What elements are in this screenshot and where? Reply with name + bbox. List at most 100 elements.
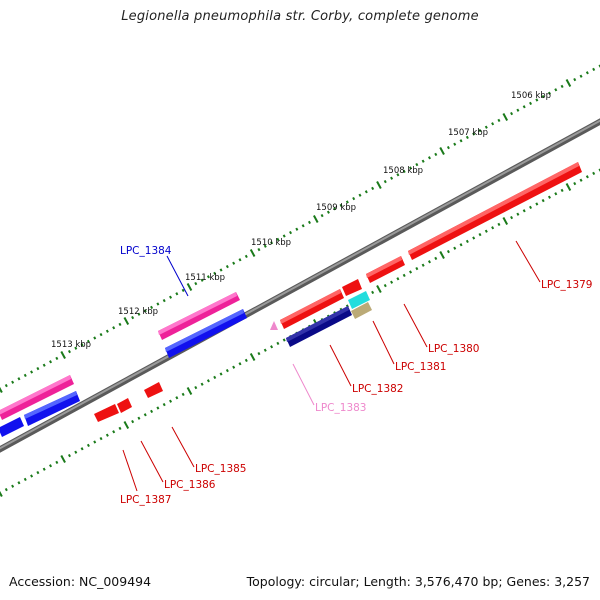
ruler-minor-tick — [497, 118, 501, 123]
ruler-major-tick — [565, 183, 572, 191]
ruler-major-tick — [502, 217, 509, 225]
ruler-minor-tick — [225, 368, 229, 373]
gene-blue-left-1[interactable] — [0, 417, 24, 437]
ruler-minor-tick — [484, 229, 488, 233]
ruler-minor-tick — [105, 329, 109, 333]
gene-label[interactable]: LPC_1382 — [352, 383, 404, 395]
gene-cyan[interactable] — [348, 291, 370, 309]
accession-text: Accession: NC_009494 — [9, 574, 152, 589]
ruler-minor-tick — [74, 450, 78, 454]
ruler-major-tick — [439, 147, 445, 155]
ruler-minor-tick — [333, 207, 337, 211]
ruler-minor-tick — [434, 256, 438, 261]
ruler-minor-tick — [86, 339, 90, 344]
ruler-minor-tick — [402, 273, 406, 278]
ruler-major-tick — [249, 353, 256, 361]
ruler-minor-tick — [17, 481, 21, 485]
ruler-minor-tick — [465, 135, 469, 140]
ruler-major-tick — [123, 317, 130, 325]
gene-label[interactable]: LPC_1387 — [120, 494, 172, 506]
ruler-minor-tick — [573, 181, 577, 186]
gene-label[interactable]: LPC_1383 — [315, 402, 367, 414]
ruler-minor-tick — [547, 195, 551, 199]
ruler-minor-tick — [371, 186, 375, 191]
ruler-minor-tick — [585, 175, 589, 179]
ruler-minor-tick — [49, 360, 53, 364]
ruler-minor-tick — [478, 232, 482, 237]
gene-red-small-1[interactable] — [342, 279, 362, 296]
ruler-minor-tick — [535, 202, 539, 206]
ruler-minor-tick — [529, 205, 533, 210]
ruler-minor-tick — [80, 447, 84, 451]
ruler-minor-tick — [459, 139, 463, 143]
ruler-minor-tick — [162, 298, 166, 303]
ruler-major-tick — [60, 351, 66, 359]
gene-label[interactable]: LPC_1384 — [120, 245, 172, 257]
ruler-minor-tick — [150, 305, 154, 310]
ruler-ticks-upper — [0, 64, 600, 393]
ruler-minor-tick — [257, 247, 261, 252]
ruler-label: 1512 kbp — [118, 307, 158, 317]
ruler-minor-tick — [478, 128, 482, 133]
ruler-minor-tick — [510, 215, 514, 220]
ruler-minor-tick — [415, 162, 419, 167]
ruler-minor-tick — [270, 345, 274, 349]
ruler-minor-tick — [427, 156, 431, 160]
ruler-minor-tick — [465, 239, 469, 244]
gene-lpc-1386[interactable] — [117, 398, 132, 413]
ruler-minor-tick — [213, 375, 217, 380]
ruler-major-tick — [502, 113, 509, 121]
gene-lpc-1387[interactable] — [94, 404, 119, 422]
ruler-label: 1510 kbp — [251, 238, 291, 248]
gene-bevel — [24, 391, 77, 419]
ruler-minor-tick — [93, 336, 97, 340]
ruler-minor-tick — [276, 237, 280, 242]
ruler-minor-tick — [497, 222, 501, 227]
gene-tan[interactable] — [351, 302, 372, 319]
gene-bevel — [408, 162, 579, 255]
ruler-minor-tick — [390, 280, 394, 284]
gene-lpc-1385[interactable] — [144, 382, 163, 398]
ruler-minor-tick — [554, 192, 558, 196]
ruler-minor-tick — [238, 258, 242, 262]
gene-label[interactable]: LPC_1385 — [195, 463, 247, 475]
genome-summary-text: Topology: circular; Length: 3,576,470 bp… — [246, 574, 590, 589]
ruler-minor-tick — [320, 213, 324, 218]
ruler-minor-tick — [143, 309, 147, 313]
gene-label[interactable]: LPC_1381 — [395, 361, 447, 373]
gene-label[interactable]: LPC_1386 — [164, 479, 216, 491]
ruler-minor-tick — [276, 341, 280, 346]
ruler-minor-tick — [169, 295, 173, 299]
ruler-minor-tick — [30, 370, 34, 374]
ruler-minor-tick — [74, 346, 78, 350]
ruler-minor-tick — [219, 268, 223, 272]
map-title: Legionella pneumophila str. Corby, compl… — [121, 9, 479, 24]
ruler-minor-tick — [118, 322, 122, 327]
gene-label[interactable]: LPC_1380 — [428, 343, 480, 355]
ruler-major-tick — [376, 285, 382, 293]
ruler-minor-tick — [238, 362, 242, 366]
ruler-minor-tick — [4, 487, 8, 492]
ruler-minor-tick — [200, 382, 204, 386]
ruler-minor-tick — [137, 416, 141, 420]
ruler-minor-tick — [36, 470, 40, 475]
ruler-minor-tick — [232, 365, 236, 369]
ruler-minor-tick — [453, 142, 457, 146]
ruler-minor-tick — [67, 453, 71, 458]
ruler-minor-tick — [36, 366, 40, 371]
gene-label[interactable]: LPC_1379 — [541, 279, 593, 291]
ruler-minor-tick — [409, 270, 413, 274]
ruler-minor-tick — [4, 383, 8, 388]
ruler-major-tick — [313, 215, 319, 223]
gene-lpc-1383[interactable] — [270, 321, 278, 330]
ruler-major-tick — [249, 249, 256, 257]
ruler-minor-tick — [263, 348, 267, 352]
ruler-labels: 1506 kbp 1507 kbp 1508 kbp 1509 kbp 1510… — [51, 91, 551, 350]
ruler-minor-tick — [99, 436, 103, 441]
ruler-minor-tick — [491, 122, 495, 126]
ruler-minor-tick — [390, 176, 394, 180]
ruler-minor-tick — [289, 230, 293, 235]
gene-label-group: LPC_1379 LPC_1380 LPC_1381 LPC_1382 LPC_… — [120, 245, 593, 506]
ruler-minor-tick — [23, 373, 27, 378]
